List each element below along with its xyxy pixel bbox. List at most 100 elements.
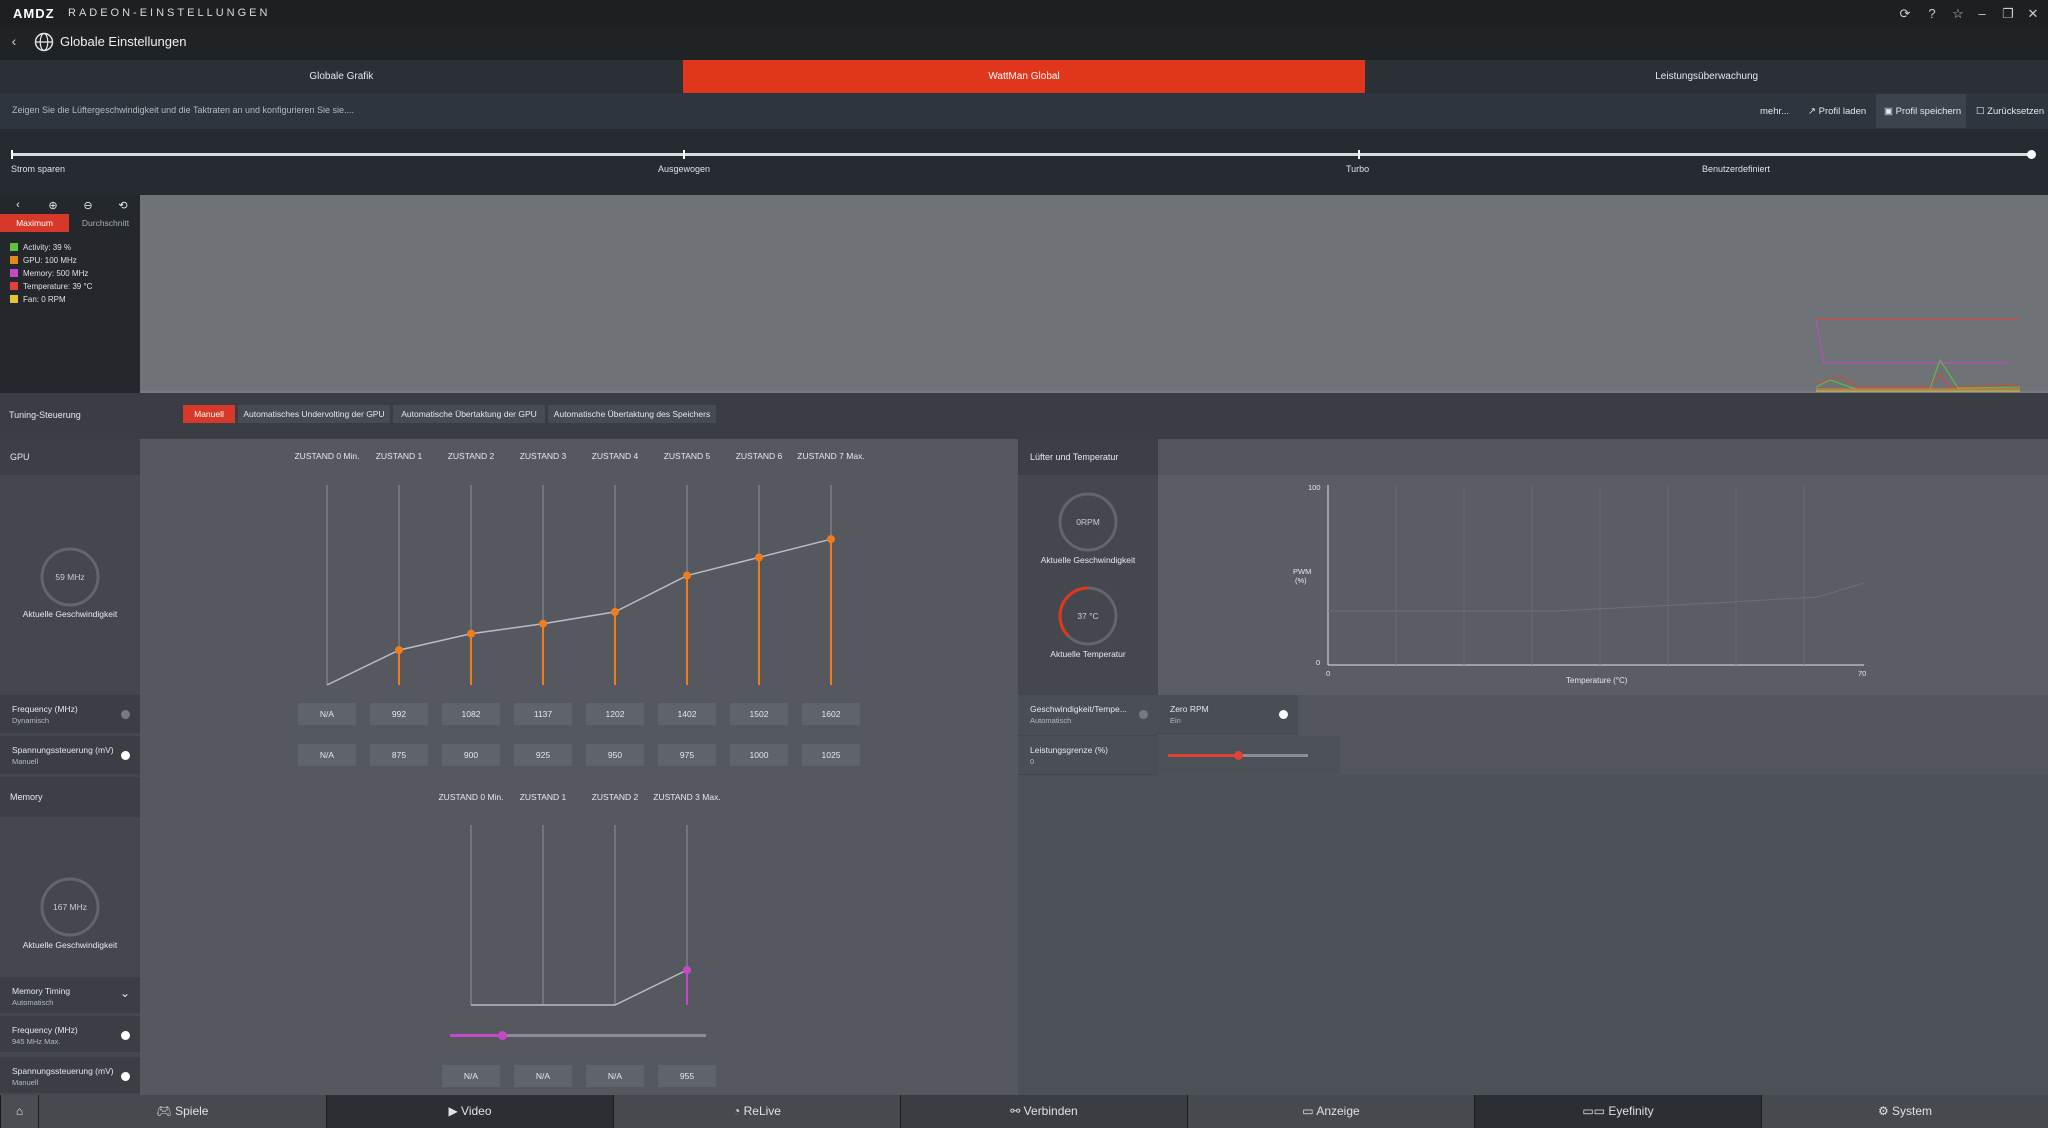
legend-label: Temperature: 39 °C <box>23 282 93 291</box>
nav-anzeige[interactable]: ▭ Anzeige <box>1187 1095 1474 1128</box>
gpu-frequency-cell[interactable]: 1502 <box>730 703 788 725</box>
gpu-frequency-cell[interactable]: 1602 <box>802 703 860 725</box>
gpu-voltage-cell[interactable]: N/A <box>298 744 356 766</box>
gpu-state-point[interactable] <box>755 553 763 562</box>
legend-fan[interactable]: Fan: 0 RPM <box>10 295 66 307</box>
help-icon[interactable]: ? <box>1928 6 1936 21</box>
nav-video[interactable]: ▶ Video <box>326 1095 613 1128</box>
memory-voltage-toggle[interactable] <box>121 1072 130 1081</box>
save-profile-highlight <box>1876 94 1966 128</box>
preset-benutzerdefiniert[interactable]: Benutzerdefiniert <box>1702 164 1771 174</box>
memory-state-point[interactable] <box>683 966 691 974</box>
gpu-voltage-cell[interactable]: 925 <box>514 744 572 766</box>
preset-turbo[interactable]: Turbo <box>1346 164 1370 174</box>
tab-leistungsueberwachung[interactable]: Leistungsüberwachung <box>1655 71 1759 82</box>
maximum-button[interactable]: Maximum <box>0 214 69 232</box>
average-button[interactable]: Durchschnitt <box>81 218 130 228</box>
nav-eyefinity[interactable]: ▭▭ Eyefinity <box>1474 1095 1761 1128</box>
power-limit-slider-handle[interactable] <box>1234 751 1243 760</box>
memory-voltage-cell[interactable]: 955 <box>658 1065 716 1087</box>
memory-voltage-cell[interactable]: N/A <box>586 1065 644 1087</box>
load-profile-button[interactable]: ↗ Profil laden <box>1808 104 1866 120</box>
checkbox-icon <box>10 295 18 303</box>
memory-state-header: ZUSTAND 3 Max. <box>653 792 721 802</box>
memory-frequency-toggle[interactable] <box>121 1031 130 1040</box>
restore-icon[interactable]: ❐ <box>2002 6 2014 21</box>
play-icon: ▶ <box>448 1104 462 1118</box>
zoom-in-icon[interactable]: ⊕ <box>48 200 58 212</box>
preset-strom-sparen[interactable]: Strom sparen <box>11 164 66 174</box>
zero-rpm-sub: Ein <box>1170 716 1181 725</box>
nav-verbinden[interactable]: ⚯ Verbinden <box>900 1095 1187 1128</box>
gpu-voltage-cell[interactable]: 1000 <box>730 744 788 766</box>
gpu-state-point[interactable] <box>683 571 691 580</box>
reset-zoom-icon[interactable]: ⟲ <box>118 200 128 212</box>
memory-voltage-row: Spannungssteuerung (mV) Manuell <box>0 1057 140 1093</box>
star-icon[interactable]: ☆ <box>1952 6 1964 21</box>
more-link[interactable]: mehr... <box>1760 106 1790 117</box>
speed-temp-row: Geschwindigkeit/Tempe... Automatisch <box>1018 695 1158 735</box>
reset-button[interactable]: ☐ Zurücksetzen <box>1976 104 2044 120</box>
gpu-voltage-cell[interactable]: 950 <box>586 744 644 766</box>
legend-memory[interactable]: Memory: 500 MHz <box>10 269 88 281</box>
gpu-voltage-cell[interactable]: 875 <box>370 744 428 766</box>
gpu-frequency-curve[interactable] <box>300 480 860 690</box>
tab-globale-grafik[interactable]: Globale Grafik <box>309 71 374 82</box>
gpu-voltage-cell[interactable]: 975 <box>658 744 716 766</box>
memory-frequency-slider-handle[interactable] <box>498 1031 507 1040</box>
preset-track[interactable] <box>11 153 2033 156</box>
gpu-speed-gauge <box>40 547 100 607</box>
legend-activity[interactable]: Activity: 39 % <box>10 243 71 255</box>
legend-gpu[interactable]: GPU: 100 MHz <box>10 256 77 268</box>
gpu-frequency-row: Frequency (MHz) Dynamisch <box>0 695 140 733</box>
home-button[interactable]: ⌂ <box>0 1095 38 1128</box>
gpu-state-point[interactable] <box>395 646 403 655</box>
fan-curve-chart[interactable]: 100 0 PWM (%) 0 70 Temperature (°C) <box>1158 475 2048 695</box>
legend-temperature[interactable]: Temperature: 39 °C <box>10 282 92 294</box>
zoom-out-icon[interactable]: ⊖ <box>83 200 93 212</box>
tuning-manual-button[interactable]: Manuell <box>183 405 235 423</box>
fan-x-max: 70 <box>1858 669 1867 678</box>
memory-voltage-cell[interactable]: N/A <box>514 1065 572 1087</box>
close-icon[interactable]: ✕ <box>2027 6 2039 21</box>
gpu-voltage-cell[interactable]: 1025 <box>802 744 860 766</box>
preset-ausgewogen[interactable]: Ausgewogen <box>658 164 711 174</box>
gpu-frequency-toggle[interactable] <box>121 710 130 719</box>
gpu-frequency-cell[interactable]: 1202 <box>586 703 644 725</box>
save-profile-button[interactable]: ▣ Profil speichern <box>1884 104 1961 120</box>
gpu-voltage-toggle[interactable] <box>121 751 130 760</box>
gpu-state-point[interactable] <box>467 629 475 638</box>
gpu-frequency-cell[interactable]: 992 <box>370 703 428 725</box>
preset-handle[interactable] <box>2027 150 2036 159</box>
gpu-voltage-cell[interactable]: 900 <box>442 744 500 766</box>
nav-spiele[interactable]: 🎮︎ Spiele <box>38 1095 326 1128</box>
tuning-undervolt-button[interactable]: Automatisches Undervolting der GPU <box>238 405 390 423</box>
zero-rpm-toggle[interactable] <box>1279 710 1288 719</box>
gpu-frequency-cell[interactable]: 1137 <box>514 703 572 725</box>
tuning-gpu-oc-button[interactable]: Automatische Übertaktung der GPU <box>393 405 545 423</box>
tab-wattman-global[interactable]: WattMan Global <box>682 60 1366 93</box>
gpu-state-point[interactable] <box>611 607 619 616</box>
gpu-state-point[interactable] <box>827 535 835 544</box>
minimize-icon[interactable]: – <box>1978 6 1986 21</box>
tuning-mem-oc-button[interactable]: Automatische Übertaktung des Speichers <box>548 405 716 423</box>
speed-temp-sub: Automatisch <box>1030 716 1072 725</box>
memory-frequency-slider[interactable] <box>450 1034 706 1037</box>
memory-frequency-curve[interactable] <box>440 820 740 1040</box>
refresh-icon[interactable]: ⟳ <box>1899 6 1911 21</box>
nav-relive[interactable]: ◔ ReLive <box>613 1095 900 1128</box>
gpu-frequency-cell[interactable]: N/A <box>298 703 356 725</box>
reset-label: Zurücksetzen <box>1987 106 2045 117</box>
fan-y-max: 100 <box>1308 483 1321 492</box>
back-arrow-icon[interactable]: ‹ <box>11 33 17 49</box>
chevron-left-icon[interactable]: ‹ <box>16 199 20 211</box>
nav-system[interactable]: ⚙ System <box>1761 1095 2048 1128</box>
gpu-frequency-cell[interactable]: 1402 <box>658 703 716 725</box>
speed-temp-toggle[interactable] <box>1139 710 1148 719</box>
gpu-state-point[interactable] <box>539 619 547 628</box>
memory-voltage-cell[interactable]: N/A <box>442 1065 500 1087</box>
gpu-frequency-cell[interactable]: 1082 <box>442 703 500 725</box>
reset-icon: ☐ <box>1976 106 1988 117</box>
home-icon: ⌂ <box>15 1104 24 1118</box>
memory-timing-row[interactable]: Memory Timing Automatisch ⌄ <box>0 977 140 1013</box>
